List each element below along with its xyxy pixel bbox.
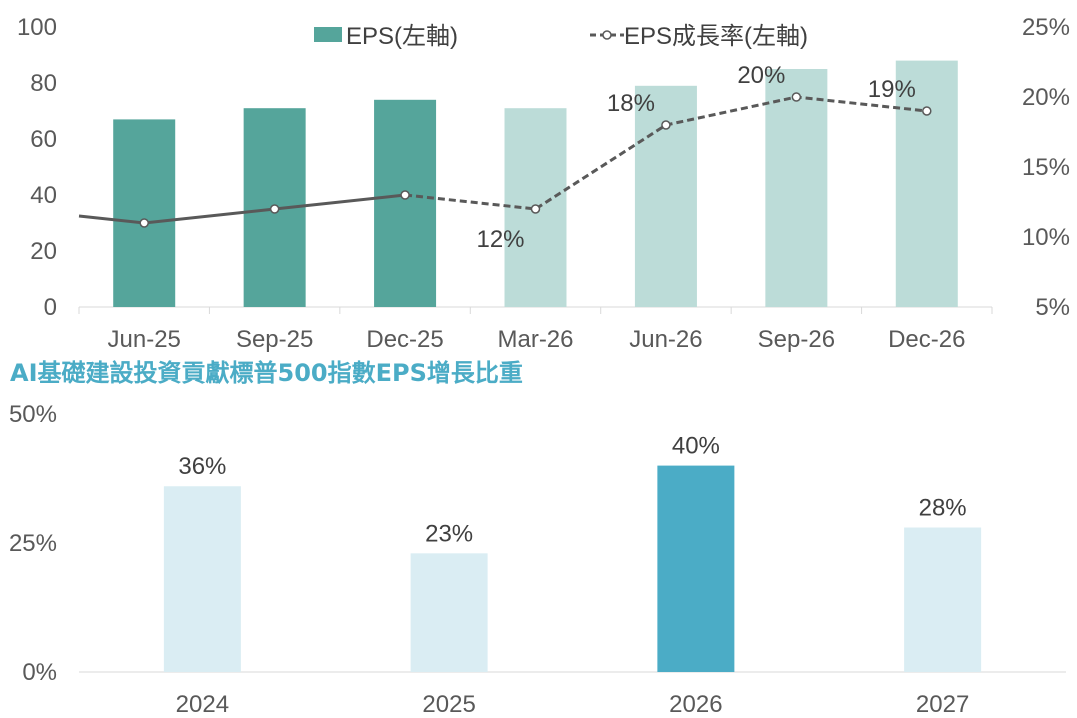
top-y-right-tick-label: 25% [1022, 14, 1070, 41]
top-y-right-tick-label: 10% [1022, 224, 1070, 251]
top-x-tick-label: Jun-26 [629, 326, 702, 353]
top-y-left-tick-label: 20 [30, 238, 57, 265]
bottom-axes: 0% 25% 50% 2024 2025 2026 2027 [9, 401, 1066, 718]
growth-point [791, 92, 802, 102]
top-y-right-tick-label: 5% [1035, 294, 1070, 321]
contribution-data-label: 40% [672, 433, 720, 460]
top-x-tick-label: Sep-26 [758, 326, 835, 353]
top-x-tick-label: Sep-25 [236, 326, 313, 353]
top-x-tick-label: Dec-26 [888, 326, 965, 353]
legend-growth-marker [602, 30, 612, 40]
growth-line-actual [78, 193, 406, 225]
legend-eps-swatch [314, 27, 342, 42]
top-y-left-tick-label: 100 [17, 14, 57, 41]
top-y-right-tick-label: 20% [1022, 84, 1070, 111]
legend-growth-label: EPS成長率(左軸) [624, 23, 808, 50]
growth-point [530, 204, 541, 214]
top-y-left-tick-label: 40 [30, 182, 57, 209]
top-labels: 12% 18% 20% 19% [476, 62, 915, 253]
top-y-left-tick-label: 60 [30, 126, 57, 153]
contribution-bar [657, 465, 735, 672]
bottom-labels: 36% 23% 40% 28% [178, 433, 966, 548]
contribution-bar [163, 486, 241, 672]
eps-bar [765, 69, 828, 307]
contribution-bar [410, 553, 488, 672]
bottom-y-tick-label: 0% [22, 659, 57, 686]
legend: EPS(左軸) EPS成長率(左軸) [314, 23, 808, 50]
top-growth-line [78, 92, 932, 228]
bottom-x-tick-label: 2027 [916, 691, 969, 718]
top-x-tick-label: Jun-25 [108, 326, 181, 353]
bottom-x-tick-label: 2026 [669, 691, 722, 718]
top-x-tick-label: Dec-25 [366, 326, 443, 353]
top-bars [113, 60, 958, 308]
growth-point [400, 190, 410, 200]
bottom-y-tick-label: 25% [9, 530, 57, 557]
legend-eps-label: EPS(左軸) [346, 23, 458, 50]
contribution-data-label: 36% [178, 453, 226, 480]
growth-data-label: 19% [868, 76, 916, 103]
top-y-left-tick-label: 0 [44, 294, 57, 321]
contribution-data-label: 23% [425, 520, 473, 547]
growth-data-label: 20% [737, 62, 785, 89]
eps-bar [895, 60, 958, 307]
bottom-y-tick-label: 50% [9, 401, 57, 428]
top-axes: 0 20 40 60 80 100 5% 10% 15% 20% 25% Jun-25 Sep-25 De… [17, 14, 1070, 353]
contribution-bar [904, 527, 982, 672]
top-y-left-tick-label: 80 [30, 70, 57, 97]
growth-point [922, 106, 932, 116]
growth-point [269, 204, 280, 214]
bottom-x-tick-label: 2025 [422, 691, 475, 718]
growth-data-label: 18% [607, 90, 655, 117]
contribution-data-label: 28% [919, 495, 967, 522]
bottom-bars [163, 465, 982, 672]
top-x-tick-label: Mar-26 [497, 326, 573, 353]
growth-point [139, 218, 149, 228]
eps-bar [374, 99, 437, 307]
growth-data-label: 12% [476, 226, 524, 253]
top-y-right-tick-label: 15% [1022, 154, 1070, 181]
growth-point [661, 120, 671, 130]
eps-bar [113, 119, 176, 308]
bottom-x-tick-label: 2024 [176, 691, 229, 718]
bottom-chart-title: AI基礎建設投資貢獻標普500指數EPS增長比重 [10, 359, 523, 387]
